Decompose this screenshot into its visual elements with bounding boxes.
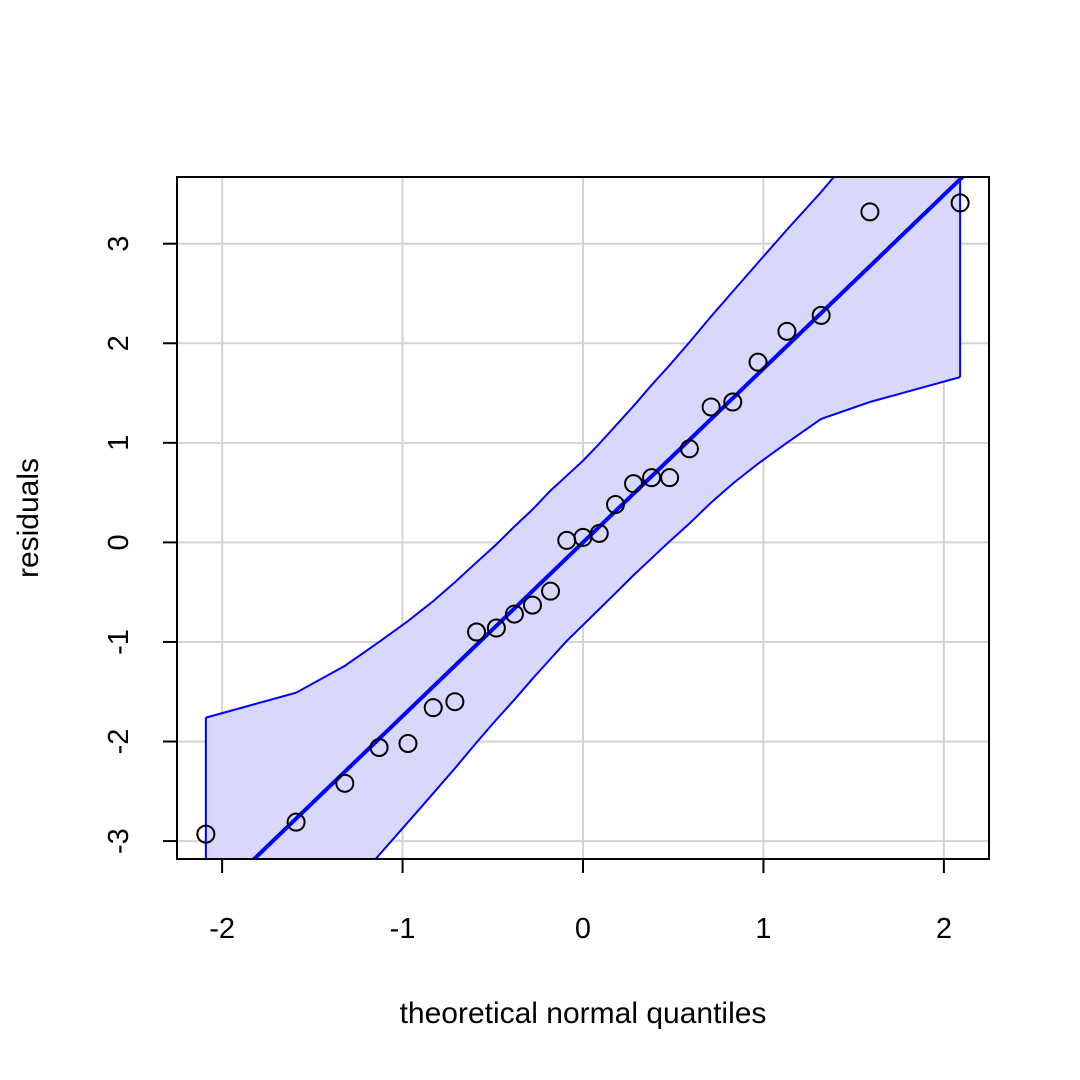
data-point: [196, 824, 216, 844]
x-tick-label: -2: [209, 913, 235, 945]
data-point: [605, 495, 625, 515]
data-point: [811, 305, 831, 325]
data-point: [467, 622, 487, 642]
data-point: [522, 595, 542, 615]
data-point: [445, 692, 465, 712]
x-tick-label: -1: [390, 913, 416, 945]
x-tick-label: 1: [755, 913, 771, 945]
y-axis-label: residuals: [12, 458, 45, 578]
data-point: [398, 734, 418, 754]
residual-points: [196, 193, 970, 844]
data-point: [860, 202, 880, 222]
data-point: [748, 352, 768, 372]
data-point: [589, 523, 609, 543]
data-point: [541, 581, 561, 601]
data-point: [723, 392, 743, 412]
data-point: [335, 773, 355, 793]
x-axis-label: theoretical normal quantiles: [400, 997, 767, 1030]
reference-line-group: [251, 177, 966, 859]
y-axis: -3 -2 -1 0 1 2 3: [103, 236, 178, 854]
y-tick-label: -2: [103, 729, 135, 755]
x-tick-label: 0: [575, 913, 591, 945]
data-point: [660, 468, 680, 488]
data-point: [486, 618, 506, 638]
data-point: [950, 193, 970, 213]
x-axis: -2 -1 0 1 2: [209, 858, 952, 945]
y-tick-label: 0: [103, 534, 135, 550]
y-tick-label: 1: [103, 435, 135, 451]
y-tick-label: 2: [103, 335, 135, 351]
data-point: [679, 439, 699, 459]
reference-line: [251, 177, 966, 859]
envelope-lower-line: [374, 376, 961, 859]
envelope-band: [205, 177, 961, 859]
data-point: [369, 737, 389, 757]
data-point: [642, 468, 662, 488]
data-point: [423, 698, 443, 718]
data-point: [624, 474, 644, 494]
y-tick-label: -1: [103, 629, 135, 655]
envelope-upper-line: [205, 177, 836, 719]
x-tick-label: 2: [936, 913, 952, 945]
confidence-envelope: [204, 177, 962, 859]
data-point: [701, 397, 721, 417]
data-point: [286, 812, 306, 832]
y-tick-label: 3: [103, 236, 135, 252]
data-point: [504, 604, 524, 624]
y-tick-label: -3: [103, 828, 135, 854]
data-point: [777, 321, 797, 341]
